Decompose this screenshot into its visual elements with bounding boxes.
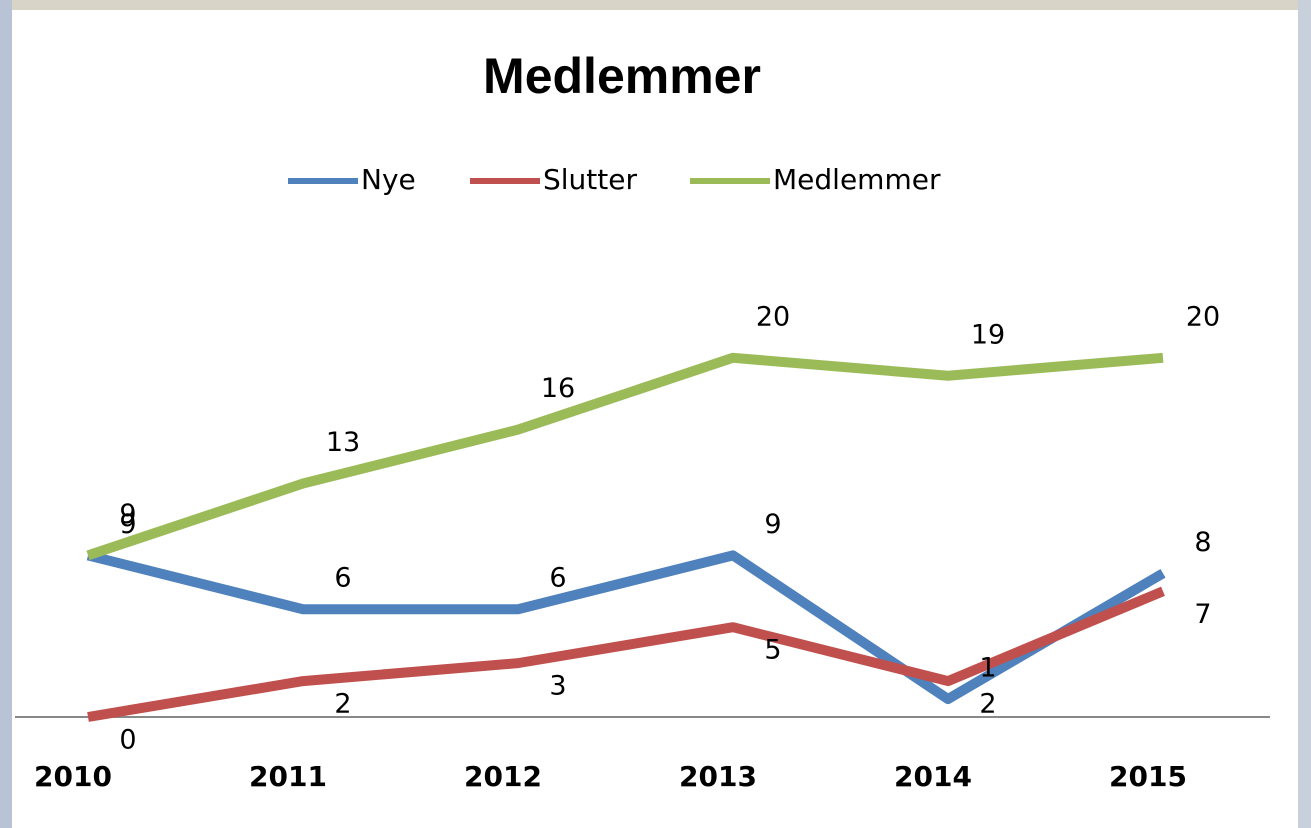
- data-label: 0: [119, 725, 136, 756]
- data-label: 9: [119, 499, 136, 530]
- legend-label: Medlemmer: [773, 163, 941, 196]
- data-label: 1: [979, 653, 996, 684]
- chart-title: Medlemmer: [483, 48, 761, 104]
- x-tick-label: 2014: [894, 760, 972, 793]
- data-label: 19: [971, 319, 1005, 350]
- background-strip: [1298, 0, 1311, 828]
- line: [86, 550, 1166, 705]
- data-label: 9: [764, 509, 781, 540]
- x-tick-label: 2015: [1109, 760, 1187, 793]
- data-label: 3: [549, 671, 566, 702]
- x-tick-label: 2013: [679, 760, 757, 793]
- line: [87, 586, 1165, 722]
- data-label: 20: [1186, 301, 1220, 332]
- data-label: 9: [119, 509, 136, 540]
- x-tick-label: 2012: [464, 760, 542, 793]
- line: [86, 352, 1164, 561]
- background-strip: [0, 0, 12, 828]
- data-label: 5: [764, 635, 781, 666]
- legend-label: Nye: [361, 163, 416, 196]
- data-label: 20: [756, 301, 790, 332]
- data-label: 2: [979, 689, 996, 720]
- data-label: 8: [1194, 527, 1211, 558]
- x-tick-label: 2010: [34, 760, 112, 793]
- data-label: 6: [549, 563, 566, 594]
- legend-label: Slutter: [543, 163, 637, 196]
- data-label: 7: [1194, 599, 1211, 630]
- x-tick-label: 2011: [249, 760, 327, 793]
- data-label: 16: [541, 373, 575, 404]
- background-strip: [0, 0, 1311, 10]
- data-label: 13: [326, 427, 360, 458]
- data-label: 6: [334, 563, 351, 594]
- data-label: 2: [334, 689, 351, 720]
